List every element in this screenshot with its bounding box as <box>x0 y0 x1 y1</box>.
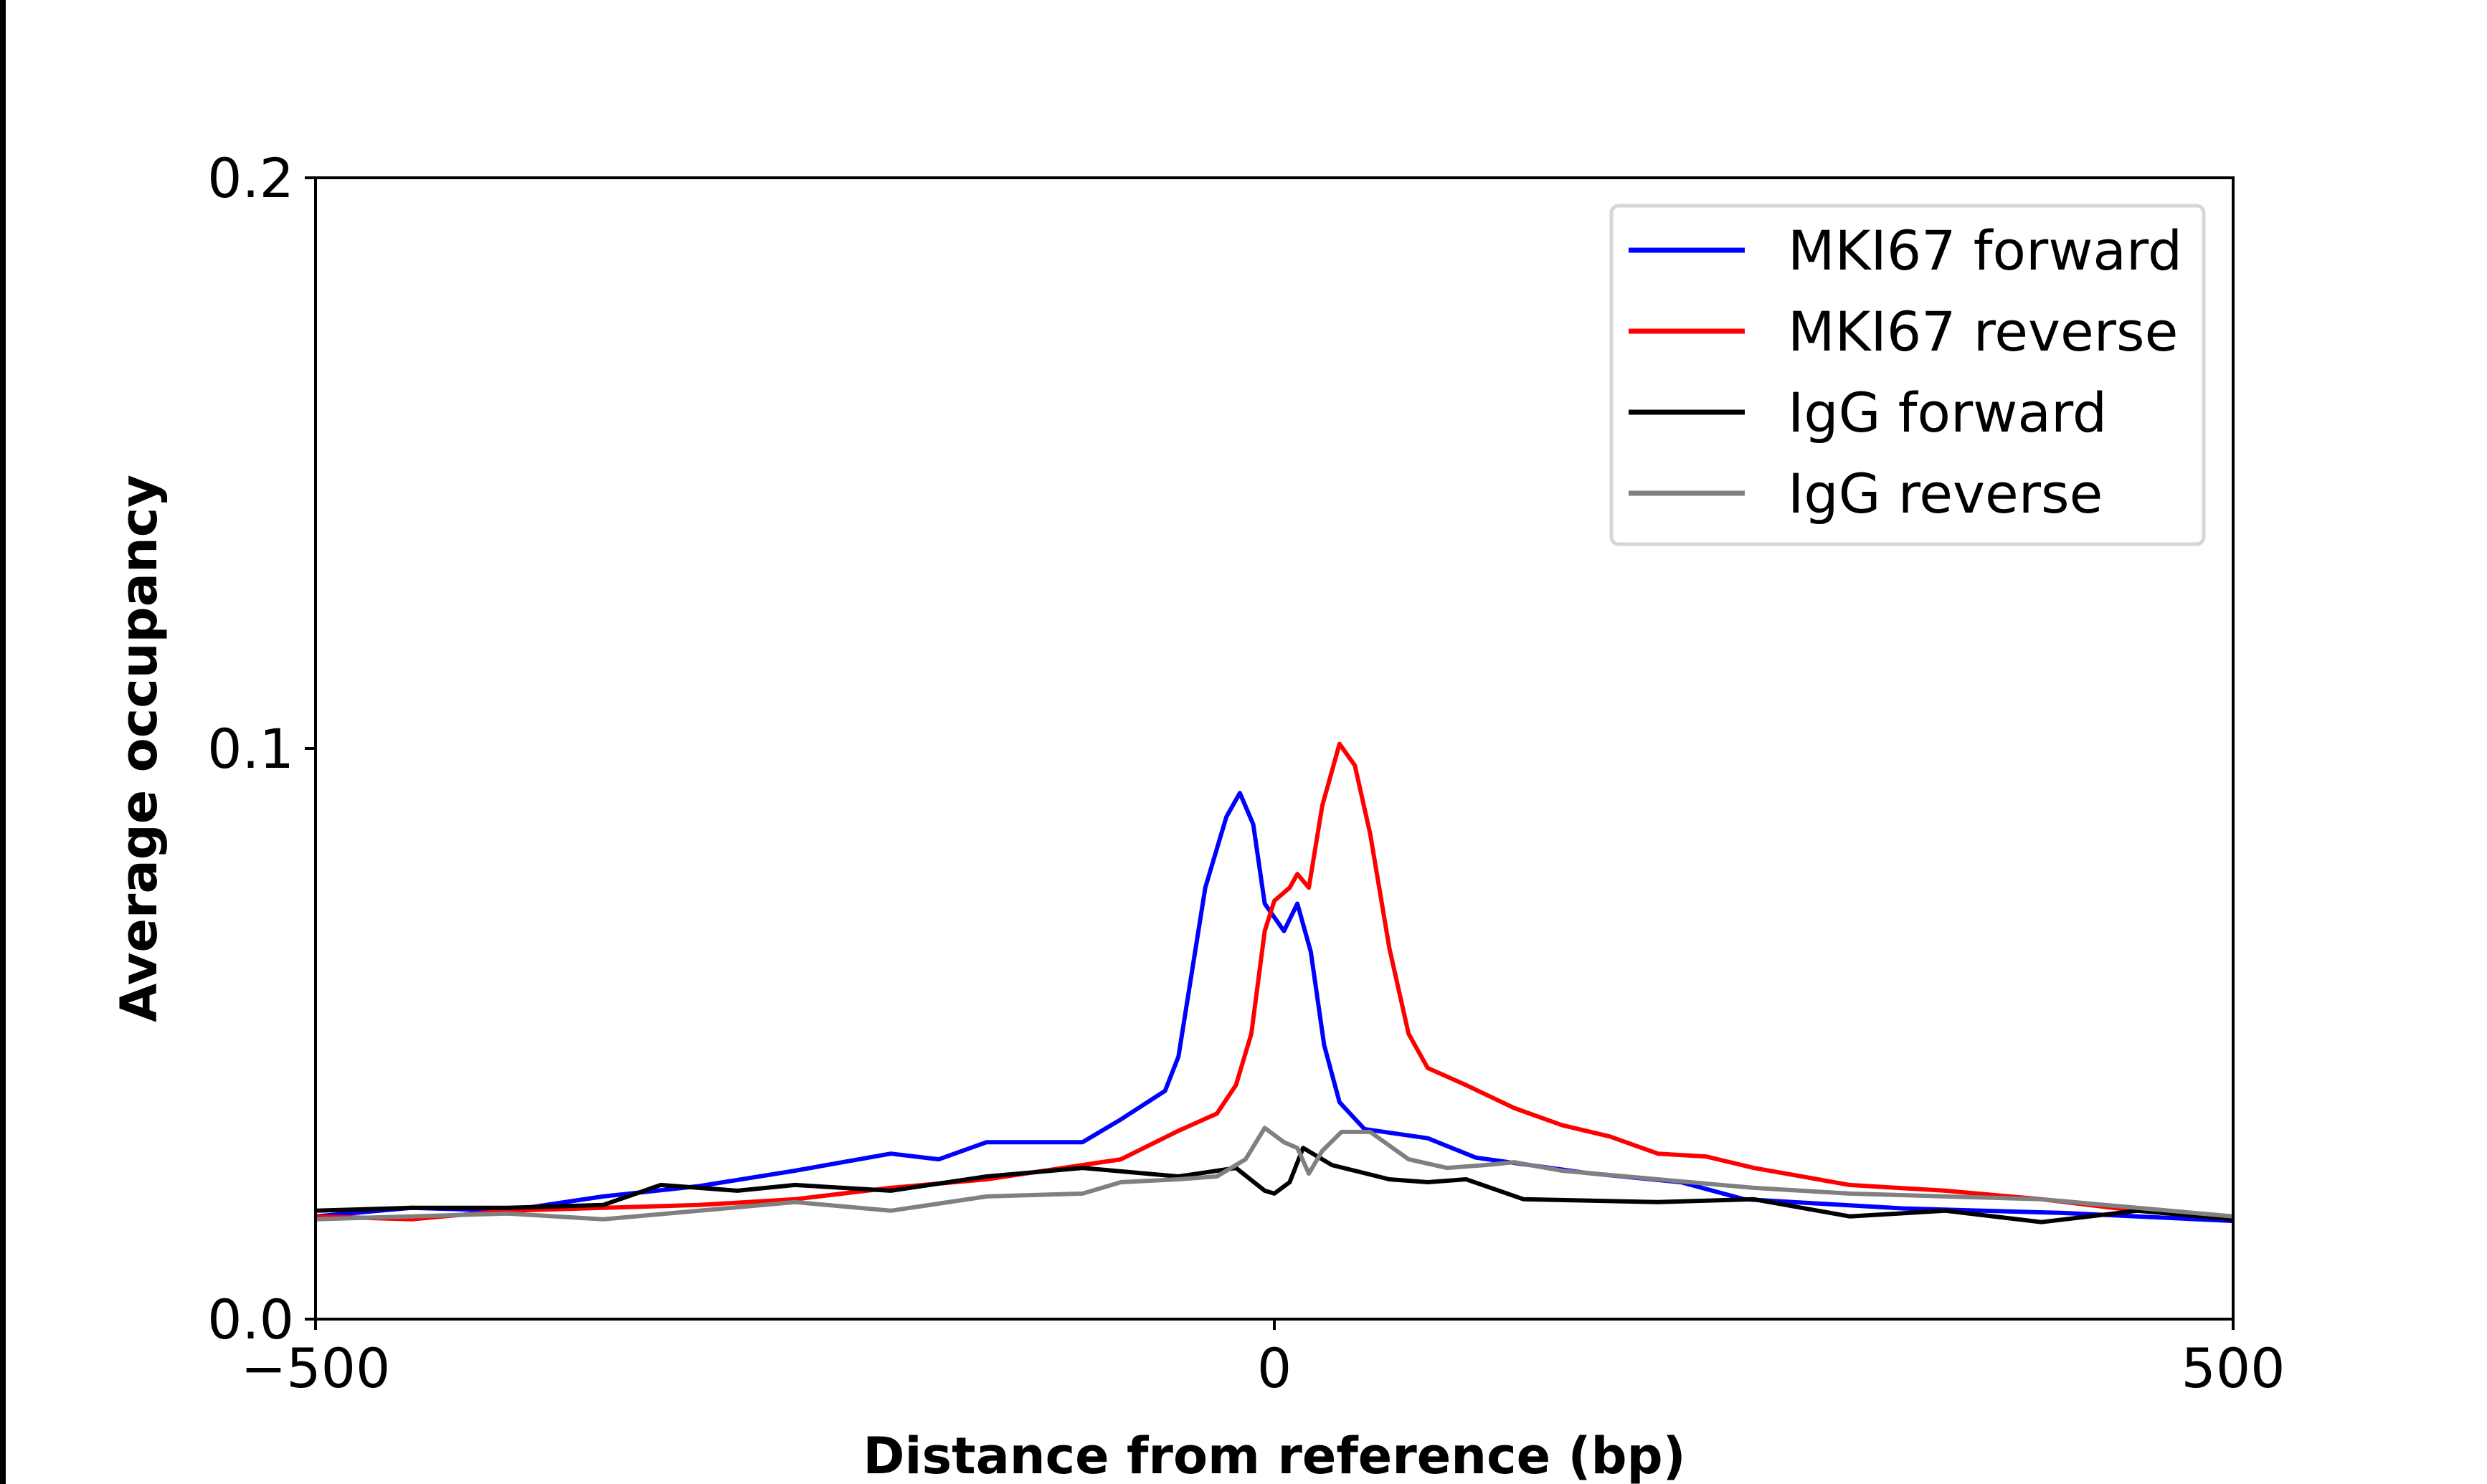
x-axis-label: Distance from reference (bp) <box>863 1427 1685 1484</box>
left-edge-bar <box>0 0 6 1484</box>
ticks-layer: −500 0 500 0.0 0.1 0.2 <box>207 146 2285 1400</box>
x-tick-label: −500 <box>241 1336 391 1400</box>
series-line-mki67-forward <box>315 791 2234 1224</box>
series-line-mki67-reverse <box>315 741 2234 1222</box>
series-layer <box>315 741 2234 1224</box>
x-tick-label: 0 <box>1257 1336 1292 1400</box>
y-tick-label: 0.2 <box>207 146 294 210</box>
x-tick-label: 500 <box>2181 1336 2285 1400</box>
y-axis-label: Average occupancy <box>110 475 169 1022</box>
y-tick-label: 0.1 <box>207 717 294 781</box>
legend: MKI67 forward MKI67 reverse IgG forward IgG… <box>1609 204 2206 546</box>
legend-label: IgG reverse <box>1788 462 2103 525</box>
series-line-igg-reverse <box>315 1126 2234 1222</box>
series-line-igg-forward <box>315 1146 2234 1224</box>
legend-label: IgG forward <box>1788 381 2107 444</box>
legend-box <box>1609 204 2206 546</box>
y-tick-label: 0.0 <box>207 1288 294 1351</box>
legend-label: MKI67 forward <box>1788 219 2182 282</box>
legend-label: MKI67 reverse <box>1788 300 2178 363</box>
